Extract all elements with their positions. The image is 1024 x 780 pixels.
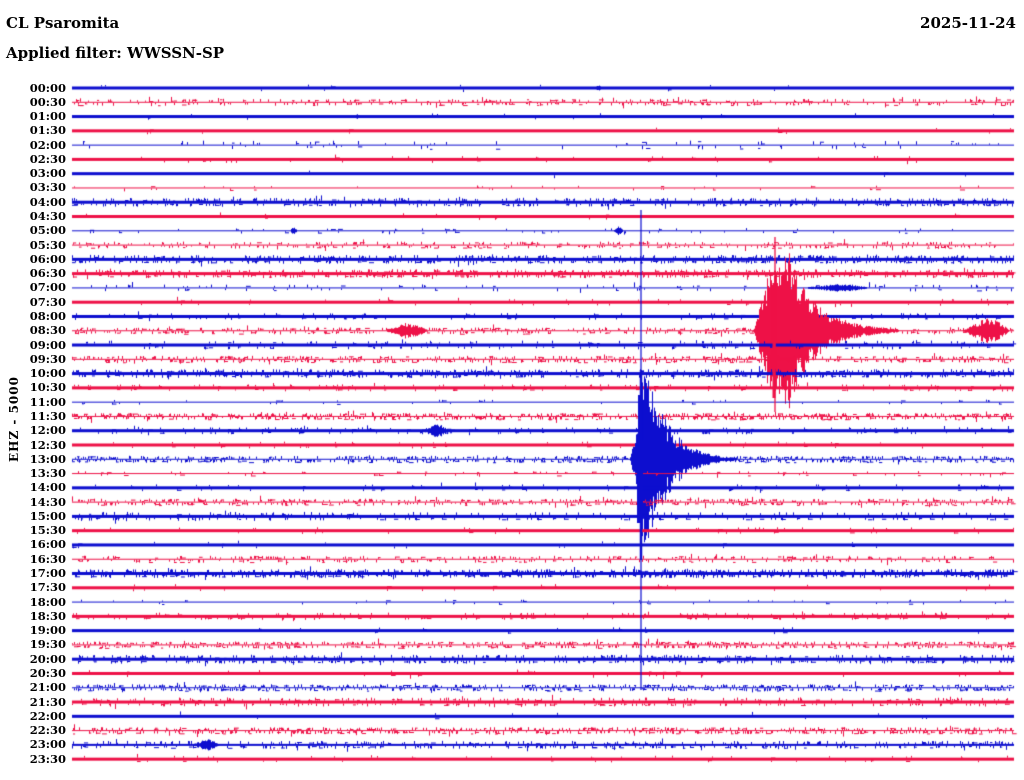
time-tick-label: 16:00 xyxy=(29,537,66,552)
time-tick-label: 13:30 xyxy=(29,466,66,481)
y-axis-channel-label: EHZ - 5000 xyxy=(7,376,21,462)
time-tick-label: 08:30 xyxy=(29,323,66,338)
time-tick-label: 12:30 xyxy=(29,437,66,452)
time-tick-label: 09:00 xyxy=(29,337,66,352)
time-tick-label: 13:00 xyxy=(29,451,66,466)
time-tick-label: 20:00 xyxy=(29,651,66,666)
time-tick-label: 22:30 xyxy=(29,723,66,738)
time-tick-label: 01:30 xyxy=(29,123,66,138)
time-tick-label: 09:30 xyxy=(29,351,66,366)
time-tick-label: 14:00 xyxy=(29,480,66,495)
time-tick-label: 21:00 xyxy=(29,680,66,695)
time-tick-label: 21:30 xyxy=(29,694,66,709)
station-title: CL Psaromita xyxy=(6,14,120,32)
time-tick-label: 15:00 xyxy=(29,508,66,523)
time-tick-label: 23:00 xyxy=(29,737,66,752)
time-tick-label: 06:00 xyxy=(29,251,66,266)
time-tick-label: 02:30 xyxy=(29,151,66,166)
report-date: 2025-11-24 xyxy=(920,14,1016,32)
time-tick-label: 05:00 xyxy=(29,223,66,238)
time-tick-label: 02:00 xyxy=(29,137,66,152)
time-tick-label: 04:30 xyxy=(29,209,66,224)
time-tick-label: 03:30 xyxy=(29,180,66,195)
applied-filter-label: Applied filter: WWSSN-SP xyxy=(6,44,225,62)
time-tick-label: 17:00 xyxy=(29,566,66,581)
time-tick-label: 07:00 xyxy=(29,280,66,295)
time-tick-label: 01:00 xyxy=(29,109,66,124)
time-tick-label: 23:30 xyxy=(29,751,66,766)
time-tick-label: 12:00 xyxy=(29,423,66,438)
time-tick-label: 15:30 xyxy=(29,523,66,538)
time-tick-label: 06:30 xyxy=(29,266,66,281)
time-tick-label: 19:00 xyxy=(29,623,66,638)
time-tick-label: 11:30 xyxy=(29,408,66,423)
time-tick-label: 18:00 xyxy=(29,594,66,609)
time-tick-label: 20:30 xyxy=(29,665,66,680)
time-tick-label: 08:00 xyxy=(29,308,66,323)
time-tick-label: 18:30 xyxy=(29,608,66,623)
time-tick-label: 10:30 xyxy=(29,380,66,395)
time-tick-label: 11:00 xyxy=(29,394,66,409)
time-tick-label: 14:30 xyxy=(29,494,66,509)
time-tick-label: 07:30 xyxy=(29,294,66,309)
time-tick-label: 16:30 xyxy=(29,551,66,566)
time-tick-label: 00:30 xyxy=(29,94,66,109)
time-tick-label: 10:00 xyxy=(29,366,66,381)
time-tick-label: 22:00 xyxy=(29,708,66,723)
time-tick-label: 17:30 xyxy=(29,580,66,595)
time-tick-label: 03:00 xyxy=(29,166,66,181)
time-tick-label: 04:00 xyxy=(29,194,66,209)
time-tick-label: 05:30 xyxy=(29,237,66,252)
time-tick-label: 00:00 xyxy=(29,80,66,95)
time-tick-label: 19:30 xyxy=(29,637,66,652)
